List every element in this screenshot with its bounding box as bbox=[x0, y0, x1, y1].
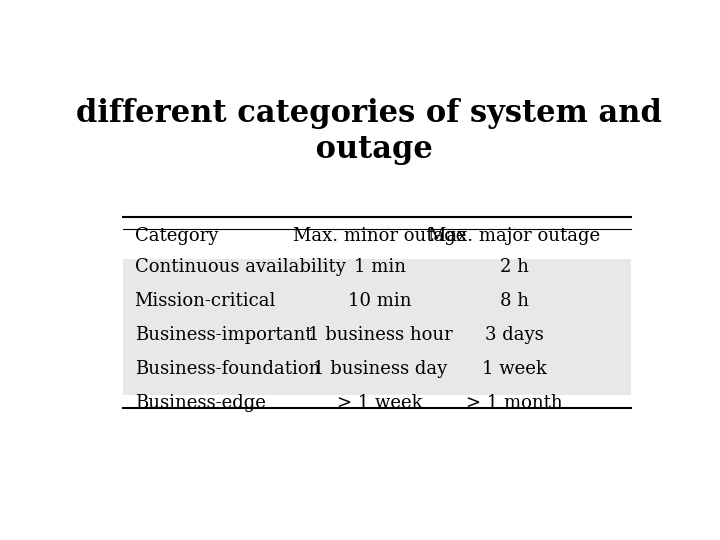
Text: Max. minor outage: Max. minor outage bbox=[294, 227, 467, 245]
Text: 2 h: 2 h bbox=[500, 258, 528, 276]
Bar bbox=[124, 327, 631, 361]
Text: different categories of system and
 outage: different categories of system and outag… bbox=[76, 98, 662, 165]
Text: 8 h: 8 h bbox=[500, 292, 528, 310]
Text: 10 min: 10 min bbox=[348, 292, 412, 310]
Text: Business-important: Business-important bbox=[135, 326, 312, 344]
Bar bbox=[124, 259, 631, 293]
Text: Mission-critical: Mission-critical bbox=[135, 292, 276, 310]
Text: Max. major outage: Max. major outage bbox=[428, 227, 600, 245]
Text: Business-foundation: Business-foundation bbox=[135, 360, 320, 378]
Bar bbox=[124, 361, 631, 395]
Text: > 1 week: > 1 week bbox=[338, 394, 423, 412]
Text: Category: Category bbox=[135, 227, 218, 245]
Text: 3 days: 3 days bbox=[485, 326, 544, 344]
Text: 1 business hour: 1 business hour bbox=[307, 326, 453, 344]
Bar bbox=[124, 293, 631, 327]
Text: > 1 month: > 1 month bbox=[466, 394, 562, 412]
Text: Continuous availability: Continuous availability bbox=[135, 258, 346, 276]
Text: Business-edge: Business-edge bbox=[135, 394, 266, 412]
Text: 1 min: 1 min bbox=[354, 258, 406, 276]
Text: 1 business day: 1 business day bbox=[313, 360, 447, 378]
Text: 1 week: 1 week bbox=[482, 360, 546, 378]
